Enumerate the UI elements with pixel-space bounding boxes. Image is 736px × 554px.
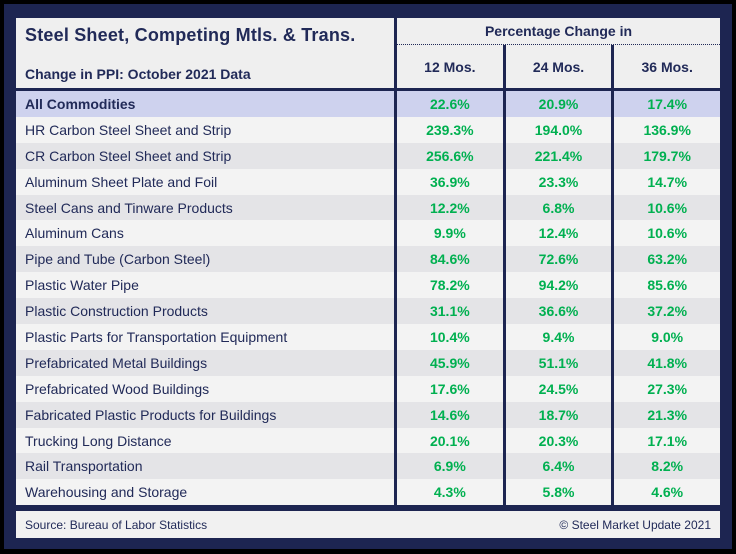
row-label: Plastic Construction Products <box>16 298 397 325</box>
value-24mos: 72.6% <box>502 246 612 273</box>
table-row-all-commodities: All Commodities 22.6% 20.9% 17.4% <box>16 91 720 117</box>
value-24mos: 221.4% <box>502 142 612 169</box>
table-row: Aluminum Sheet Plate and Foil 36.9% 23.3… <box>16 168 720 195</box>
value-24mos: 12.4% <box>502 220 612 247</box>
row-label: Steel Cans and Tinware Products <box>16 194 397 221</box>
value-36mos: 136.9% <box>611 116 720 143</box>
value-24mos: 23.3% <box>502 168 612 195</box>
table-row: Steel Cans and Tinware Products 12.2% 6.… <box>16 194 720 221</box>
row-label: Warehousing and Storage <box>16 479 397 506</box>
value-12mos: 4.3% <box>433 484 466 501</box>
row-label: CR Carbon Steel Sheet and Strip <box>16 142 397 169</box>
row-label: Trucking Long Distance <box>16 427 397 454</box>
value-36mos: 37.2% <box>611 298 720 325</box>
row-label: Pipe and Tube (Carbon Steel) <box>16 246 397 273</box>
value-24mos: 24.5% <box>502 375 612 402</box>
value-24mos: 5.8% <box>502 479 612 506</box>
value-24mos: 18.7% <box>502 401 612 428</box>
value-12mos: 9.9% <box>433 225 466 242</box>
table-row: Plastic Construction Products 31.1% 36.6… <box>16 298 720 325</box>
column-header-24mos: 24 Mos. <box>502 45 612 88</box>
value-12mos: 45.9% <box>429 354 470 371</box>
row-label: Plastic Water Pipe <box>16 272 397 299</box>
row-label: Aluminum Sheet Plate and Foil <box>16 168 397 195</box>
value-24mos: 94.2% <box>502 272 612 299</box>
value-36mos: 63.2% <box>611 246 720 273</box>
value-12mos: 17.6% <box>429 380 470 397</box>
table-row: Prefabricated Metal Buildings 45.9% 51.1… <box>16 349 720 376</box>
source-credit: Source: Bureau of Labor Statistics <box>25 517 208 532</box>
ppi-table: Steel Sheet, Competing Mtls. & Trans. Ch… <box>16 18 720 506</box>
value-36mos: 179.7% <box>611 142 720 169</box>
row-label: All Commodities <box>16 91 397 117</box>
value-36mos: 10.6% <box>611 194 720 221</box>
row-label: Rail Transportation <box>16 453 397 480</box>
table-row: Warehousing and Storage 4.3% 5.8% 4.6% <box>16 479 720 506</box>
value-12mos: 10.4% <box>429 328 470 345</box>
table-row: CR Carbon Steel Sheet and Strip 256.6% 2… <box>16 142 720 169</box>
value-24mos: 6.8% <box>502 194 612 221</box>
value-12mos: 31.1% <box>429 303 470 320</box>
table-row: HR Carbon Steel Sheet and Strip 239.3% 1… <box>16 116 720 143</box>
value-36mos: 4.6% <box>611 479 720 506</box>
row-label: HR Carbon Steel Sheet and Strip <box>16 116 397 143</box>
value-24mos: 6.4% <box>502 453 612 480</box>
value-24mos: 194.0% <box>502 116 612 143</box>
copyright-notice: © Steel Market Update 2021 <box>559 517 711 532</box>
value-12mos: 36.9% <box>429 173 470 190</box>
value-36mos: 14.7% <box>611 168 720 195</box>
value-36mos: 9.0% <box>611 324 720 350</box>
row-label: Plastic Parts for Transportation Equipme… <box>16 324 397 350</box>
row-label: Fabricated Plastic Products for Building… <box>16 401 397 428</box>
value-12mos: 239.3% <box>426 121 474 138</box>
value-36mos: 27.3% <box>611 375 720 402</box>
value-36mos: 17.4% <box>611 91 720 117</box>
value-36mos: 21.3% <box>611 401 720 428</box>
table-row: Fabricated Plastic Products for Building… <box>16 401 720 428</box>
table-row: Aluminum Cans 9.9% 12.4% 10.6% <box>16 220 720 247</box>
table-row: Plastic Parts for Transportation Equipme… <box>16 324 720 350</box>
page-subtitle: Change in PPI: October 2021 Data <box>25 66 251 82</box>
row-label: Prefabricated Metal Buildings <box>16 349 397 376</box>
column-headers: 12 Mos. 24 Mos. 36 Mos. <box>397 45 720 88</box>
value-36mos: 17.1% <box>611 427 720 454</box>
value-36mos: 10.6% <box>611 220 720 247</box>
value-12mos: 20.1% <box>429 432 470 449</box>
row-label: Prefabricated Wood Buildings <box>16 375 397 402</box>
table-row: Pipe and Tube (Carbon Steel) 84.6% 72.6%… <box>16 246 720 273</box>
value-24mos: 36.6% <box>502 298 612 325</box>
value-24mos: 20.9% <box>502 91 612 117</box>
value-12mos: 6.9% <box>433 458 466 475</box>
header-title-block: Steel Sheet, Competing Mtls. & Trans. Ch… <box>16 18 397 88</box>
table-row: Prefabricated Wood Buildings 17.6% 24.5%… <box>16 375 720 402</box>
row-label: Aluminum Cans <box>16 220 397 247</box>
footer-bar: Source: Bureau of Labor Statistics © Ste… <box>16 511 720 538</box>
value-12mos: 78.2% <box>429 277 470 294</box>
table-row: Trucking Long Distance 20.1% 20.3% 17.1% <box>16 427 720 454</box>
table-row: Rail Transportation 6.9% 6.4% 8.2% <box>16 453 720 480</box>
header-columns-block: Percentage Change in 12 Mos. 24 Mos. 36 … <box>397 18 720 88</box>
table-row: Plastic Water Pipe 78.2% 94.2% 85.6% <box>16 272 720 299</box>
value-12mos: 256.6% <box>426 147 474 164</box>
column-header-12mos: 12 Mos. <box>424 58 476 75</box>
column-header-36mos: 36 Mos. <box>611 45 720 88</box>
value-12mos: 14.6% <box>429 406 470 423</box>
value-12mos: 22.6% <box>429 95 470 112</box>
value-36mos: 85.6% <box>611 272 720 299</box>
value-36mos: 8.2% <box>611 453 720 480</box>
value-24mos: 9.4% <box>502 324 612 350</box>
value-24mos: 51.1% <box>502 349 612 376</box>
value-36mos: 41.8% <box>611 349 720 376</box>
table-header: Steel Sheet, Competing Mtls. & Trans. Ch… <box>16 18 720 91</box>
value-24mos: 20.3% <box>502 427 612 454</box>
value-12mos: 12.2% <box>429 199 470 216</box>
column-group-label: Percentage Change in <box>397 18 720 45</box>
page-title: Steel Sheet, Competing Mtls. & Trans. <box>25 25 356 45</box>
value-12mos: 84.6% <box>429 251 470 268</box>
